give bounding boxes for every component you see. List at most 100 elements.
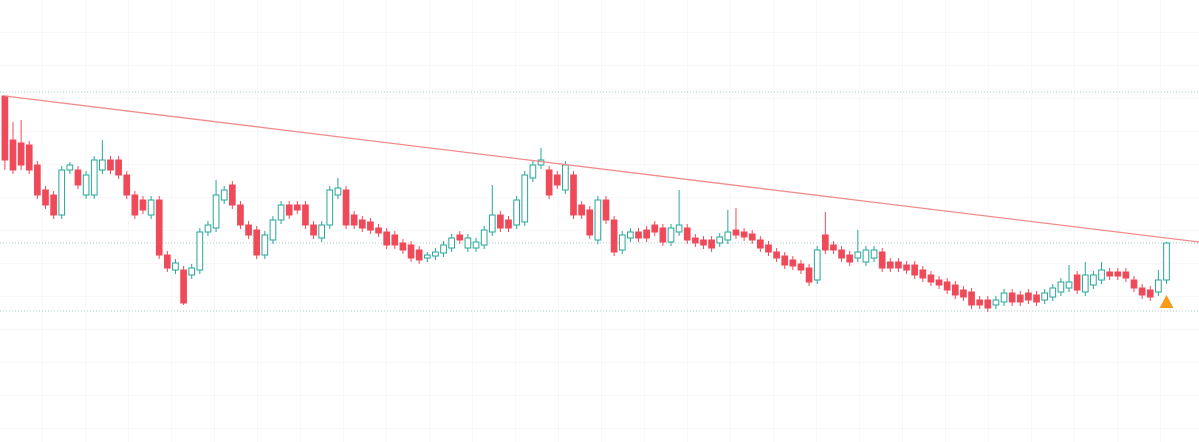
candle-body xyxy=(895,261,902,269)
candle-body xyxy=(277,204,285,221)
candle-body xyxy=(350,214,358,226)
candle-body xyxy=(293,204,301,211)
candle-body xyxy=(115,159,122,176)
candle-body xyxy=(358,219,366,229)
candle-body xyxy=(9,139,17,171)
candle-body xyxy=(586,209,594,236)
candle-body xyxy=(1098,269,1105,281)
candle-body xyxy=(1146,289,1154,298)
candle-body xyxy=(756,239,764,249)
candle-body xyxy=(302,204,309,226)
candle-body xyxy=(139,199,147,211)
candle-body xyxy=(318,224,326,239)
candle-body xyxy=(237,204,244,226)
candle-body xyxy=(82,174,90,196)
signal-marker xyxy=(1159,295,1174,308)
candle-body xyxy=(1073,274,1081,291)
candle-body xyxy=(610,219,618,253)
candle-body xyxy=(643,229,650,239)
candle-body xyxy=(1057,281,1065,293)
candle-body xyxy=(789,259,797,267)
candle-body xyxy=(1155,279,1162,293)
candle-body xyxy=(99,159,106,171)
candle-body xyxy=(34,164,41,196)
candle-body xyxy=(50,194,57,216)
candle-body xyxy=(25,144,33,171)
candle-body xyxy=(228,184,236,206)
candle-body xyxy=(1163,242,1170,281)
candle-body xyxy=(813,249,821,281)
candle-body xyxy=(1016,294,1024,303)
candle-body xyxy=(683,227,691,241)
candle-body xyxy=(513,199,520,226)
candle-body xyxy=(935,279,943,286)
candle-body xyxy=(886,261,894,269)
candle-body xyxy=(618,234,626,251)
candle-body xyxy=(805,267,813,283)
candle-body xyxy=(838,249,845,259)
candle-body xyxy=(1041,292,1049,301)
candle-body xyxy=(716,236,724,244)
candle-body xyxy=(594,199,602,241)
candle-body xyxy=(878,251,886,269)
candle-body xyxy=(172,262,179,271)
candle-body xyxy=(1033,294,1040,303)
candle-body xyxy=(911,264,919,276)
candle-body xyxy=(976,299,984,306)
candle-body xyxy=(383,231,391,246)
candle-body xyxy=(147,199,155,216)
candle-body xyxy=(529,164,537,179)
candle-body xyxy=(1000,292,1008,303)
candle-body xyxy=(1106,271,1113,277)
candle-body xyxy=(1049,287,1057,298)
candle-body xyxy=(919,269,927,279)
candle-body xyxy=(521,174,529,223)
candle-body xyxy=(326,189,334,226)
candle-body xyxy=(391,234,399,246)
candle-body xyxy=(773,251,780,259)
candle-body xyxy=(943,281,951,291)
candle-body xyxy=(1,95,9,161)
candle-body xyxy=(627,231,634,239)
candle-body xyxy=(285,204,293,216)
candle-body xyxy=(456,234,464,241)
candle-body xyxy=(553,174,561,186)
candle-body xyxy=(155,199,163,256)
candle-body xyxy=(927,274,935,283)
candle-body xyxy=(261,234,269,256)
candle-body xyxy=(651,224,659,233)
candle-body xyxy=(253,229,261,256)
candle-body xyxy=(1114,271,1122,277)
candle-body xyxy=(196,231,204,271)
candle-body xyxy=(74,169,82,186)
candle-body xyxy=(212,194,220,229)
candle-body xyxy=(700,239,707,246)
candle-body xyxy=(497,214,504,229)
candle-body xyxy=(107,159,114,171)
candle-body xyxy=(667,227,675,243)
candle-body xyxy=(870,249,878,259)
candle-body xyxy=(488,214,496,233)
candle-body xyxy=(1090,274,1097,286)
candle-body xyxy=(407,244,415,259)
candle-body xyxy=(1008,292,1016,303)
candle-body xyxy=(204,224,212,233)
candle-body xyxy=(748,233,756,241)
candle-body xyxy=(732,229,740,236)
candle-body xyxy=(310,224,317,236)
candle-body xyxy=(968,291,975,306)
trend-line xyxy=(4,95,1199,243)
candle-body xyxy=(797,263,805,271)
candle-body xyxy=(90,159,98,196)
candle-body xyxy=(724,231,732,241)
candle-body xyxy=(545,169,553,196)
candle-body xyxy=(951,284,959,296)
candle-body xyxy=(375,227,382,234)
candle-body xyxy=(675,224,683,233)
candle-body xyxy=(1138,287,1146,296)
candle-body xyxy=(1065,281,1073,289)
candle-body xyxy=(188,267,196,276)
candle-body xyxy=(220,189,228,201)
